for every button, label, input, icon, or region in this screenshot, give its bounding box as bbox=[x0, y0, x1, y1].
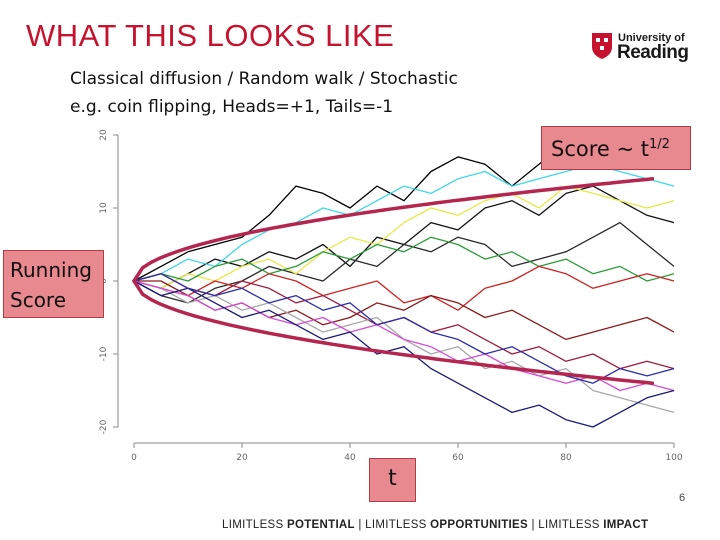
score-callout-text: Score ~ t bbox=[551, 137, 649, 161]
random-walk-series bbox=[133, 280, 675, 428]
random-walk-chart: 0 20 40 60 80 100 -20 -10 0 10 20 bbox=[99, 129, 683, 463]
university-crest-icon bbox=[592, 33, 612, 59]
y-tick-label: -10 bbox=[99, 346, 109, 361]
envelope-upper-curve bbox=[132, 177, 655, 283]
y-tick-label: 0 bbox=[99, 278, 109, 284]
page-number: 6 bbox=[679, 492, 686, 504]
subtitle-line1: Classical diffusion / Random walk / Stoc… bbox=[70, 69, 458, 89]
x-tick-label: 80 bbox=[560, 453, 572, 463]
subtitle-line2: e.g. coin flipping, Heads=+1, Tails=-1 bbox=[70, 97, 394, 117]
running-score-line2: Score bbox=[10, 288, 67, 312]
score-callout: Score ~ t1/2 bbox=[541, 126, 691, 170]
x-tick-label: 0 bbox=[131, 453, 137, 463]
y-tick-label: 10 bbox=[99, 202, 109, 214]
x-tick-label: 100 bbox=[665, 453, 682, 463]
slide-title: WHAT THIS LOOKS LIKE bbox=[26, 18, 395, 53]
logo-line2: Reading bbox=[617, 42, 689, 63]
x-tick-label: 60 bbox=[452, 453, 464, 463]
footer-bold3: IMPACT bbox=[603, 519, 649, 531]
random-walk-series bbox=[133, 280, 675, 392]
random-walk-series bbox=[133, 265, 675, 311]
footer-part1: LIMITLESS bbox=[222, 519, 287, 531]
score-callout-exponent: 1/2 bbox=[649, 137, 670, 152]
footer-bold1: POTENTIAL bbox=[287, 519, 355, 531]
running-score-callout: Running Score bbox=[3, 250, 104, 318]
random-walk-series bbox=[133, 185, 675, 289]
x-tick-label: 20 bbox=[236, 453, 248, 463]
footer-part2: | LIMITLESS bbox=[354, 519, 431, 531]
logo-line1: University of bbox=[618, 32, 685, 44]
x-tick-label: 40 bbox=[344, 453, 356, 463]
time-axis-callout: t bbox=[369, 458, 416, 502]
random-walk-series bbox=[133, 221, 675, 304]
running-score-line1: Running bbox=[10, 258, 92, 282]
footer-tagline: LIMITLESS POTENTIAL | LIMITLESS OPPORTUN… bbox=[222, 519, 648, 531]
random-walk-series bbox=[133, 236, 675, 282]
y-tick-label: -20 bbox=[99, 419, 109, 434]
university-logo: University of Reading bbox=[592, 28, 692, 68]
random-walk-series bbox=[133, 273, 675, 384]
envelope-lower-curve bbox=[132, 279, 655, 385]
footer-part3: | LIMITLESS bbox=[527, 519, 604, 531]
footer-bold2: OPPORTUNITIES bbox=[430, 519, 528, 531]
y-tick-label: 20 bbox=[99, 129, 109, 141]
